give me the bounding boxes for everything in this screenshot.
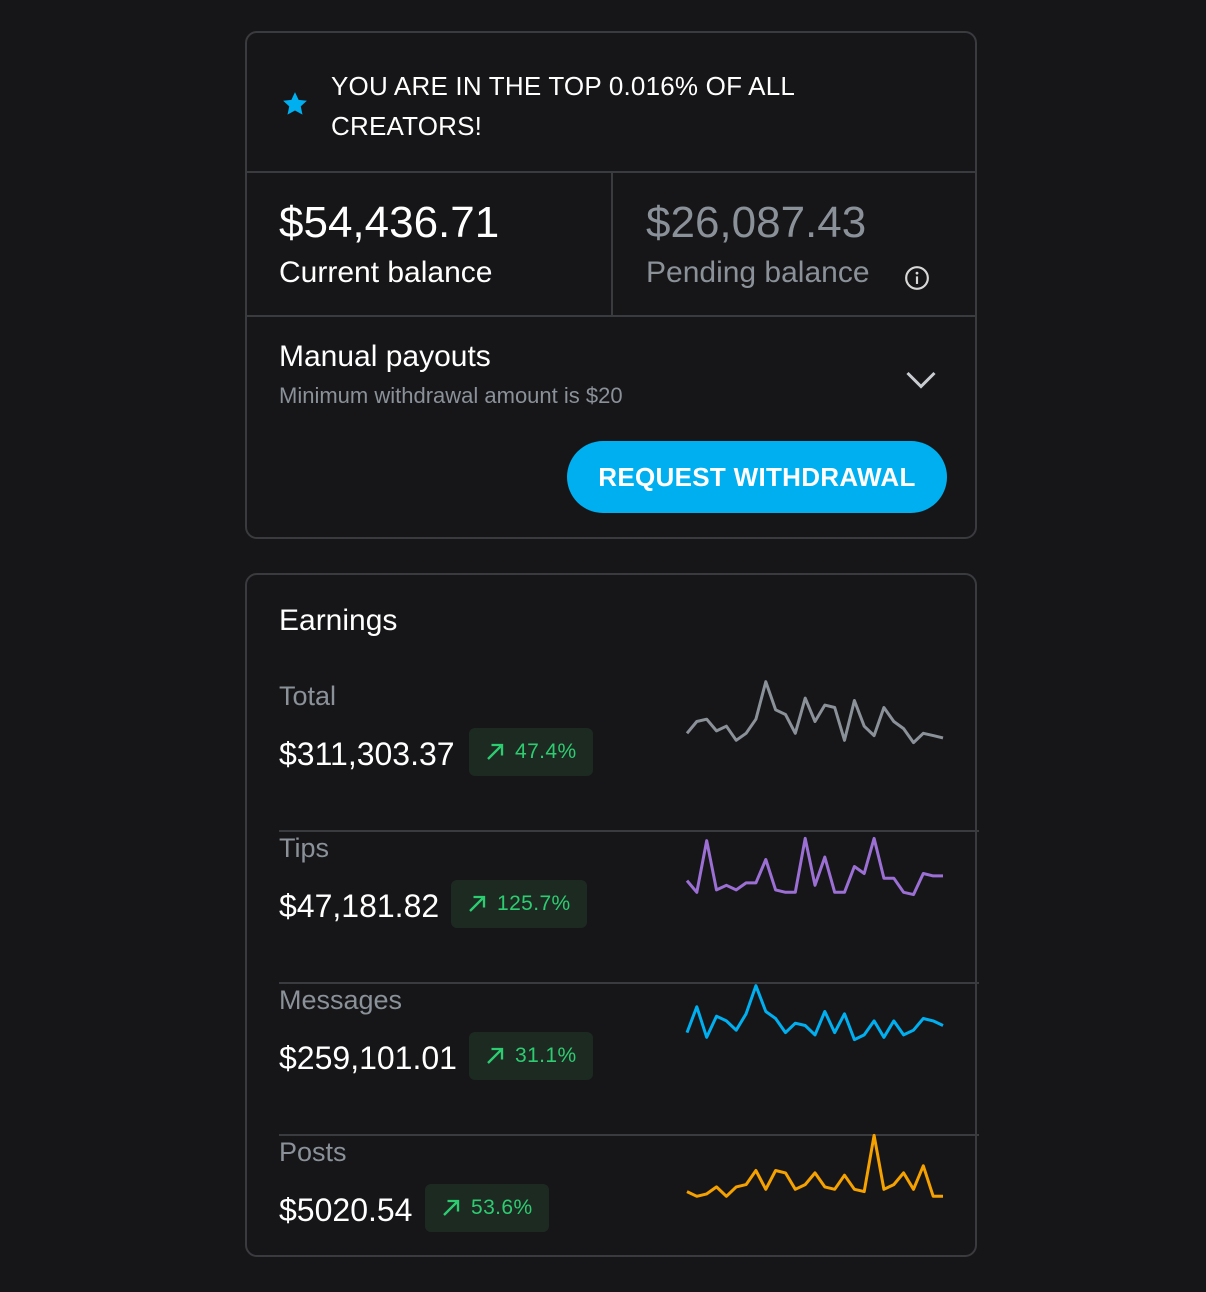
balance-divider [611,173,613,315]
trend-up-icon [487,743,504,760]
change-badge: 53.6% [425,1184,549,1232]
change-percent: 53.6% [471,1196,533,1219]
sparkline-path [685,984,944,1042]
star-icon [283,92,307,115]
earnings-value: $311,303.37 [279,736,455,772]
earnings-row-messages[interactable]: Messages $259,101.01 31.1% [279,982,979,1136]
trend-up-icon [443,1199,460,1216]
trend-up-icon [487,1047,504,1064]
request-withdrawal-button[interactable]: REQUEST WITHDRAWAL [567,441,947,513]
change-badge: 125.7% [451,880,587,928]
earnings-value: $5020.54 [279,1192,413,1228]
earnings-label: Tips [279,833,330,863]
trend-up-icon [469,895,486,912]
info-icon[interactable] [904,265,930,291]
current-balance-amount: $54,436.71 [279,198,500,247]
earnings-card: Earnings Total $311,303.37 47.4% Tips $4… [245,573,979,1257]
chevron-down-icon[interactable] [903,361,939,397]
top-creator-banner: YOU ARE IN THE TOP 0.016% OF ALL CREATOR… [247,33,975,173]
change-badge: 47.4% [469,728,593,776]
earnings-label: Posts [279,1137,347,1167]
balance-card: YOU ARE IN THE TOP 0.016% OF ALL CREATOR… [245,31,977,539]
earnings-row-posts[interactable]: Posts $5020.54 53.6% [279,1133,979,1286]
sparkline-tips [685,836,943,897]
earnings-value: $47,181.82 [279,888,440,924]
sparkline-path [685,836,943,897]
change-percent: 125.7% [497,892,571,915]
change-percent: 31.1% [515,1044,577,1067]
current-balance-label: Current balance [279,256,493,289]
pending-balance-amount: $26,087.43 [646,198,867,247]
earnings-row-total[interactable]: Total $311,303.37 47.4% [279,678,979,832]
manual-payouts-title: Manual payouts [279,340,491,373]
sparkline-posts [686,1133,943,1198]
sparkline-total [685,680,944,745]
sparkline-path [685,680,944,745]
pending-balance-label: Pending balance [646,256,870,289]
minimum-withdrawal-note: Minimum withdrawal amount is $20 [279,383,623,408]
sparkline-path [686,1133,943,1198]
earnings-value: $259,101.01 [279,1040,457,1076]
change-percent: 47.4% [515,740,577,763]
sparkline-messages [685,984,944,1042]
change-badge: 31.1% [469,1032,593,1080]
balances-section: $54,436.71 Current balance $26,087.43 Pe… [247,173,975,317]
earnings-row-tips[interactable]: Tips $47,181.82 125.7% [279,830,979,984]
earnings-label: Messages [279,985,403,1015]
earnings-label: Total [279,681,337,711]
banner-text: YOU ARE IN THE TOP 0.016% OF ALL CREATOR… [331,71,795,141]
earnings-title: Earnings [279,604,398,637]
